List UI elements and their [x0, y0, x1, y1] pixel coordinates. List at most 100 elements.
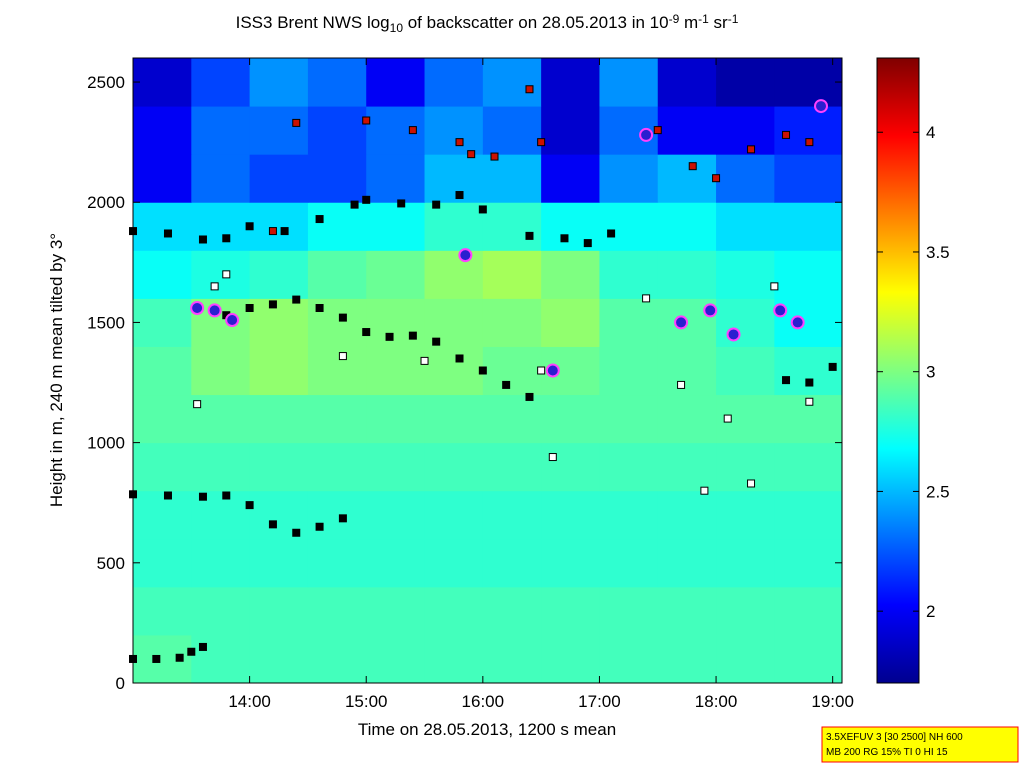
layer-marker [653, 126, 662, 135]
heat-cell [424, 538, 484, 588]
heat-cell [133, 538, 192, 588]
heat-cell [482, 202, 542, 251]
heat-cell [657, 586, 717, 636]
heat-cell [599, 442, 659, 492]
heat-cell [307, 250, 367, 299]
layer-marker [805, 378, 814, 387]
heatmap [133, 58, 843, 684]
layer-marker [770, 282, 779, 291]
heat-cell [599, 202, 659, 251]
heat-cell [191, 634, 251, 684]
heat-cell [249, 106, 309, 155]
layer-marker [222, 491, 231, 500]
layer-marker [198, 235, 207, 244]
layer-marker [193, 400, 202, 409]
heat-cell [307, 202, 367, 251]
heat-cell [774, 106, 843, 155]
layer-marker [677, 380, 686, 389]
heat-cell [657, 490, 717, 540]
layer-marker [455, 354, 464, 363]
heat-cell [599, 586, 659, 636]
layer-marker [385, 332, 394, 341]
heat-cell [366, 586, 426, 636]
layer-marker [280, 227, 289, 236]
layer-marker [455, 191, 464, 200]
heat-cell [541, 250, 600, 299]
heat-cell [657, 154, 717, 203]
annotation-box [821, 726, 1019, 763]
heat-cell [599, 634, 659, 684]
colorbar-tick-label: 2.5 [926, 482, 950, 501]
layer-marker [268, 520, 277, 529]
heat-cell [249, 250, 309, 299]
layer-marker [560, 234, 569, 243]
heat-cell [191, 106, 251, 155]
heat-cell [366, 202, 426, 251]
layer-marker [397, 199, 406, 208]
heat-cell [424, 154, 484, 203]
heat-cell [191, 202, 251, 251]
heat-cell [133, 58, 192, 107]
layer-marker [362, 195, 371, 204]
heat-cell [307, 586, 367, 636]
heat-cell [424, 586, 484, 636]
layer-marker [782, 376, 791, 385]
x-tick-label: 14:00 [228, 692, 271, 711]
layer-marker [432, 337, 441, 346]
layer-marker [222, 234, 231, 243]
heat-cell [774, 58, 843, 107]
x-tick-label: 19:00 [811, 692, 854, 711]
heat-cell [482, 346, 542, 396]
heat-cell [133, 490, 192, 540]
heat-cell [191, 346, 251, 396]
heat-cell [657, 442, 717, 492]
heat-cell [191, 442, 251, 492]
heat-cell [249, 586, 309, 636]
layer-marker [773, 303, 788, 318]
layer-marker [338, 514, 347, 523]
heat-cell [774, 442, 843, 492]
layer-marker [583, 239, 592, 248]
layer-marker [292, 528, 301, 537]
heat-cell [249, 346, 309, 396]
layer-marker [814, 99, 829, 114]
heat-cell [191, 58, 251, 107]
y-tick-label: 500 [97, 554, 125, 573]
heat-cell [716, 442, 775, 492]
layer-marker [525, 392, 534, 401]
heat-cell [599, 154, 659, 203]
heat-cell [482, 586, 542, 636]
heat-cell [774, 538, 843, 588]
heat-cell [366, 394, 426, 444]
heat-cell [249, 202, 309, 251]
colorbar [876, 57, 920, 684]
heat-cell [541, 394, 600, 444]
heat-cell [482, 154, 542, 203]
heat-cell [307, 394, 367, 444]
title-part: ISS3 Brent NWS log [236, 13, 390, 32]
heat-cell [482, 250, 542, 299]
heat-cell [307, 346, 367, 396]
heat-cell [366, 442, 426, 492]
colorbar-tick-label: 4 [926, 123, 935, 142]
heat-cell [249, 634, 309, 684]
heat-cell [424, 202, 484, 251]
heat-cell [774, 634, 843, 684]
layer-marker [362, 116, 371, 125]
heat-cell [307, 538, 367, 588]
heat-cell [249, 538, 309, 588]
heat-cell [774, 586, 843, 636]
layer-marker [315, 215, 324, 224]
y-tick-label: 0 [116, 674, 125, 693]
heat-cell [716, 586, 775, 636]
layer-marker [222, 270, 231, 279]
title-part: m [679, 13, 698, 32]
heat-cell [191, 250, 251, 299]
layer-marker [190, 301, 205, 315]
heat-cell [482, 394, 542, 444]
heat-cell [424, 106, 484, 155]
layer-marker [338, 352, 347, 361]
annotation: MB 200 RG 15% TI 0 HI 15 [826, 747, 948, 758]
y-tick-label: 2000 [87, 193, 125, 212]
heat-cell [366, 250, 426, 299]
